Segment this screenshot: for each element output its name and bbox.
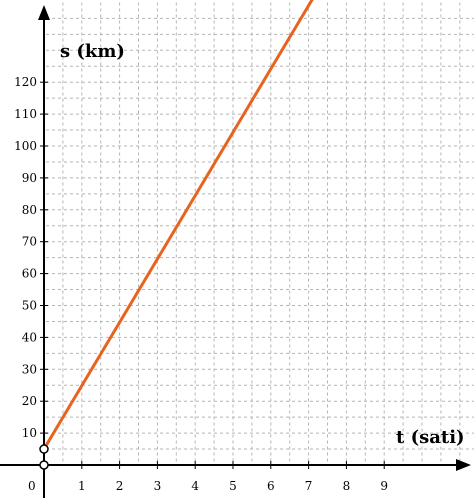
x-tick-label: 8 (343, 479, 351, 493)
x-tick-label: 7 (305, 479, 313, 493)
y-tick-label: 90 (22, 171, 37, 185)
x-tick-label: 9 (380, 479, 388, 493)
x-tick-label: 6 (267, 479, 275, 493)
y-tick-label: 40 (22, 330, 37, 344)
x-axis-title: t (sati) (396, 427, 465, 448)
series-line (42, 0, 314, 450)
x-tick-label: 4 (191, 479, 199, 493)
y-tick-label: 50 (22, 299, 37, 313)
y-tick-label: 120 (14, 75, 37, 89)
y-tick-label: 30 (22, 362, 37, 376)
x-axis-arrow (456, 459, 471, 471)
y-tick-label: 60 (22, 267, 37, 281)
data-point (39, 460, 49, 470)
x-tick-label: 5 (229, 479, 237, 493)
axes (0, 5, 471, 498)
ticks: 1 2 3 4 5 6 7 8 9 10 20 30 40 50 60 70 80 90 100 110 120 (14, 75, 388, 493)
x-tick-label: 1 (78, 479, 86, 493)
y-tick-label: 10 (22, 426, 37, 440)
y-tick-label: 80 (22, 203, 37, 217)
origin-label: 0 (28, 479, 36, 493)
y-axis-title: s (km) (60, 41, 125, 62)
y-axis-arrow (38, 5, 50, 20)
grid (46, 2, 474, 463)
y-tick-label: 70 (22, 235, 37, 249)
data-point (39, 444, 49, 454)
x-tick-label: 3 (154, 479, 162, 493)
y-tick-label: 100 (14, 139, 37, 153)
y-tick-label: 20 (22, 394, 37, 408)
y-tick-label: 110 (14, 107, 37, 121)
series (39, 0, 314, 470)
x-tick-label: 2 (116, 479, 124, 493)
